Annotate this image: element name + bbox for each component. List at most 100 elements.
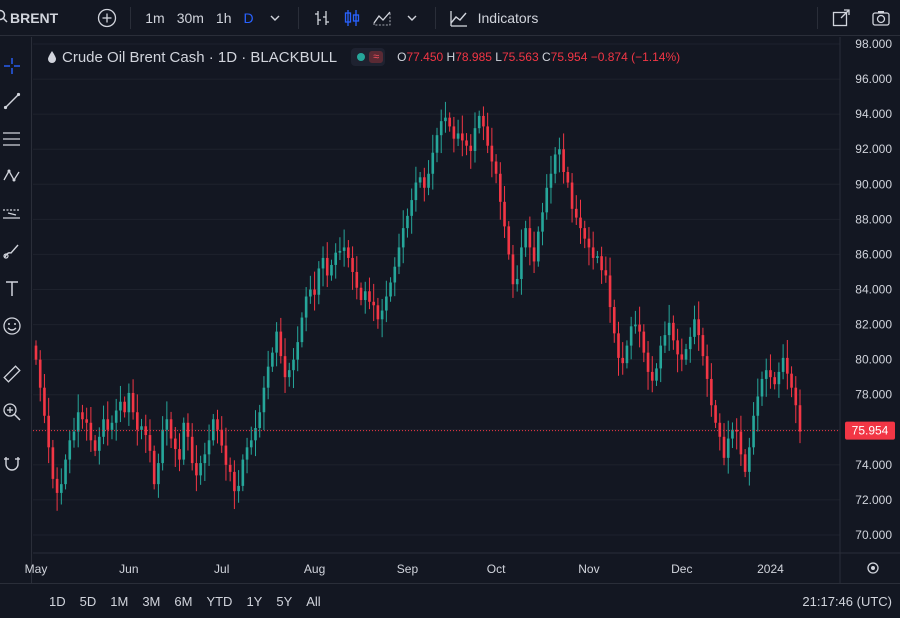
- candle-body: [431, 152, 435, 174]
- compare-add-icon[interactable]: [96, 7, 118, 29]
- range-ytd[interactable]: YTD: [206, 593, 233, 609]
- gear-ring: [867, 562, 879, 574]
- candle-body: [401, 228, 405, 248]
- bar-chart-type-icon[interactable]: [311, 7, 333, 29]
- range-6m[interactable]: 6M: [174, 593, 193, 609]
- candle-body: [296, 342, 300, 360]
- candle-body: [693, 319, 696, 337]
- brush-icon[interactable]: [0, 239, 24, 263]
- candle-body: [110, 422, 114, 430]
- data-status-badge[interactable]: ≈: [351, 48, 386, 66]
- y-tick-label: 76.000: [855, 423, 892, 437]
- area-chart-type-icon[interactable]: [371, 7, 393, 29]
- y-tick-label: 94.000: [855, 107, 892, 121]
- text-tool-icon[interactable]: [0, 277, 24, 301]
- bottom-toolbar: 1D 5D 1M 3M 6M YTD 1Y 5Y All 21:17:46 (U…: [0, 583, 900, 618]
- candle-body: [541, 212, 544, 232]
- candle-body: [385, 296, 388, 311]
- zoom-in-icon[interactable]: [0, 400, 24, 424]
- candle-body: [249, 440, 253, 448]
- range-all[interactable]: All: [306, 593, 321, 609]
- candle-body: [195, 463, 198, 476]
- emoji-icon[interactable]: [0, 314, 24, 338]
- candle-body: [106, 419, 110, 430]
- candle-body: [629, 326, 633, 346]
- candle-body: [583, 228, 587, 239]
- candle-body: [769, 370, 772, 378]
- candle-body: [98, 436, 101, 451]
- candle-body: [393, 266, 397, 283]
- interval-1h[interactable]: 1h: [215, 9, 232, 26]
- x-tick-label: Nov: [578, 562, 599, 576]
- fullscreen-icon[interactable]: [830, 7, 852, 29]
- last-price-label: 75.954: [852, 424, 889, 438]
- candle-body: [207, 440, 211, 455]
- fib-retracement-icon[interactable]: [0, 127, 24, 151]
- y-tick-label: 80.000: [855, 353, 892, 367]
- candle-body: [439, 121, 443, 136]
- candle-body: [321, 257, 325, 269]
- camera-icon[interactable]: [870, 7, 892, 29]
- range-1d[interactable]: 1D: [49, 593, 66, 609]
- range-1y[interactable]: 1Y: [246, 593, 263, 609]
- candle-body: [55, 478, 59, 493]
- range-3m[interactable]: 3M: [142, 593, 161, 609]
- symbol-search[interactable]: BRENT: [0, 9, 58, 26]
- candle-body: [435, 135, 439, 153]
- candle-body: [338, 250, 342, 253]
- candle-body: [89, 422, 93, 441]
- utc-clock[interactable]: 21:17:46 (UTC): [802, 593, 892, 609]
- range-5d[interactable]: 5D: [79, 593, 97, 609]
- live-dot-icon: [357, 53, 366, 61]
- candle-body: [161, 429, 164, 464]
- candle-body: [591, 247, 595, 258]
- candle-body: [697, 319, 701, 336]
- candle-body: [254, 428, 257, 441]
- candle-body: [64, 459, 67, 485]
- y-tick-label: 72.000: [855, 493, 892, 507]
- candle-body: [68, 440, 72, 460]
- candle-body: [148, 435, 152, 451]
- chevron-down-icon[interactable]: [401, 7, 423, 29]
- candle-body: [292, 359, 295, 371]
- candle-body: [275, 331, 278, 353]
- candle-body: [642, 331, 646, 353]
- candle-body: [456, 133, 460, 139]
- chart-axes: 70.000 72.000 74.000 76.000 78.000 80.000 82.0…: [25, 37, 900, 583]
- candle-body: [144, 426, 148, 436]
- range-5y[interactable]: 5Y: [276, 593, 293, 609]
- candle-body: [566, 172, 570, 183]
- crosshair-icon[interactable]: [0, 54, 24, 78]
- ruler-icon[interactable]: [0, 362, 24, 386]
- candle-body: [794, 387, 798, 406]
- y-tick-label: 92.000: [855, 142, 892, 156]
- candle-body: [266, 366, 270, 388]
- candle-body: [317, 268, 321, 295]
- interval-1m[interactable]: 1m: [145, 9, 165, 26]
- forecasting-icon[interactable]: [0, 202, 24, 226]
- x-tick-label: Jul: [214, 562, 229, 576]
- magnet-icon[interactable]: [0, 451, 24, 475]
- trend-line-icon[interactable]: [0, 89, 24, 113]
- pattern-icon[interactable]: [0, 164, 24, 188]
- interval-d[interactable]: D: [243, 9, 254, 26]
- candle-body: [283, 356, 287, 378]
- candle-body: [334, 252, 337, 265]
- candle-body: [461, 133, 464, 141]
- candle-body: [186, 422, 190, 437]
- candles-chart-type-icon[interactable]: [341, 7, 363, 29]
- candle-body: [119, 401, 122, 411]
- close-value: 75.954: [550, 50, 588, 64]
- indicators-button[interactable]: Indicators: [444, 7, 538, 29]
- interval-30m[interactable]: 30m: [176, 9, 204, 26]
- candle-body: [760, 378, 764, 397]
- candle-body: [60, 484, 63, 493]
- candle-body: [735, 429, 738, 432]
- range-1m[interactable]: 1M: [110, 593, 129, 609]
- candle-body: [131, 392, 135, 413]
- candle-body: [47, 415, 50, 448]
- y-tick-label: 84.000: [855, 283, 892, 297]
- candle-body: [363, 291, 367, 301]
- chevron-down-icon[interactable]: [264, 7, 286, 29]
